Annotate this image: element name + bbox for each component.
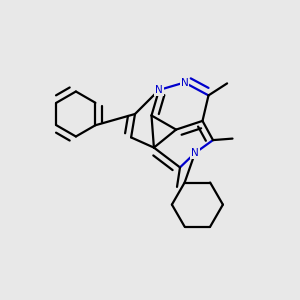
Text: N: N: [181, 77, 188, 88]
Text: N: N: [191, 148, 199, 158]
Text: N: N: [155, 85, 163, 95]
